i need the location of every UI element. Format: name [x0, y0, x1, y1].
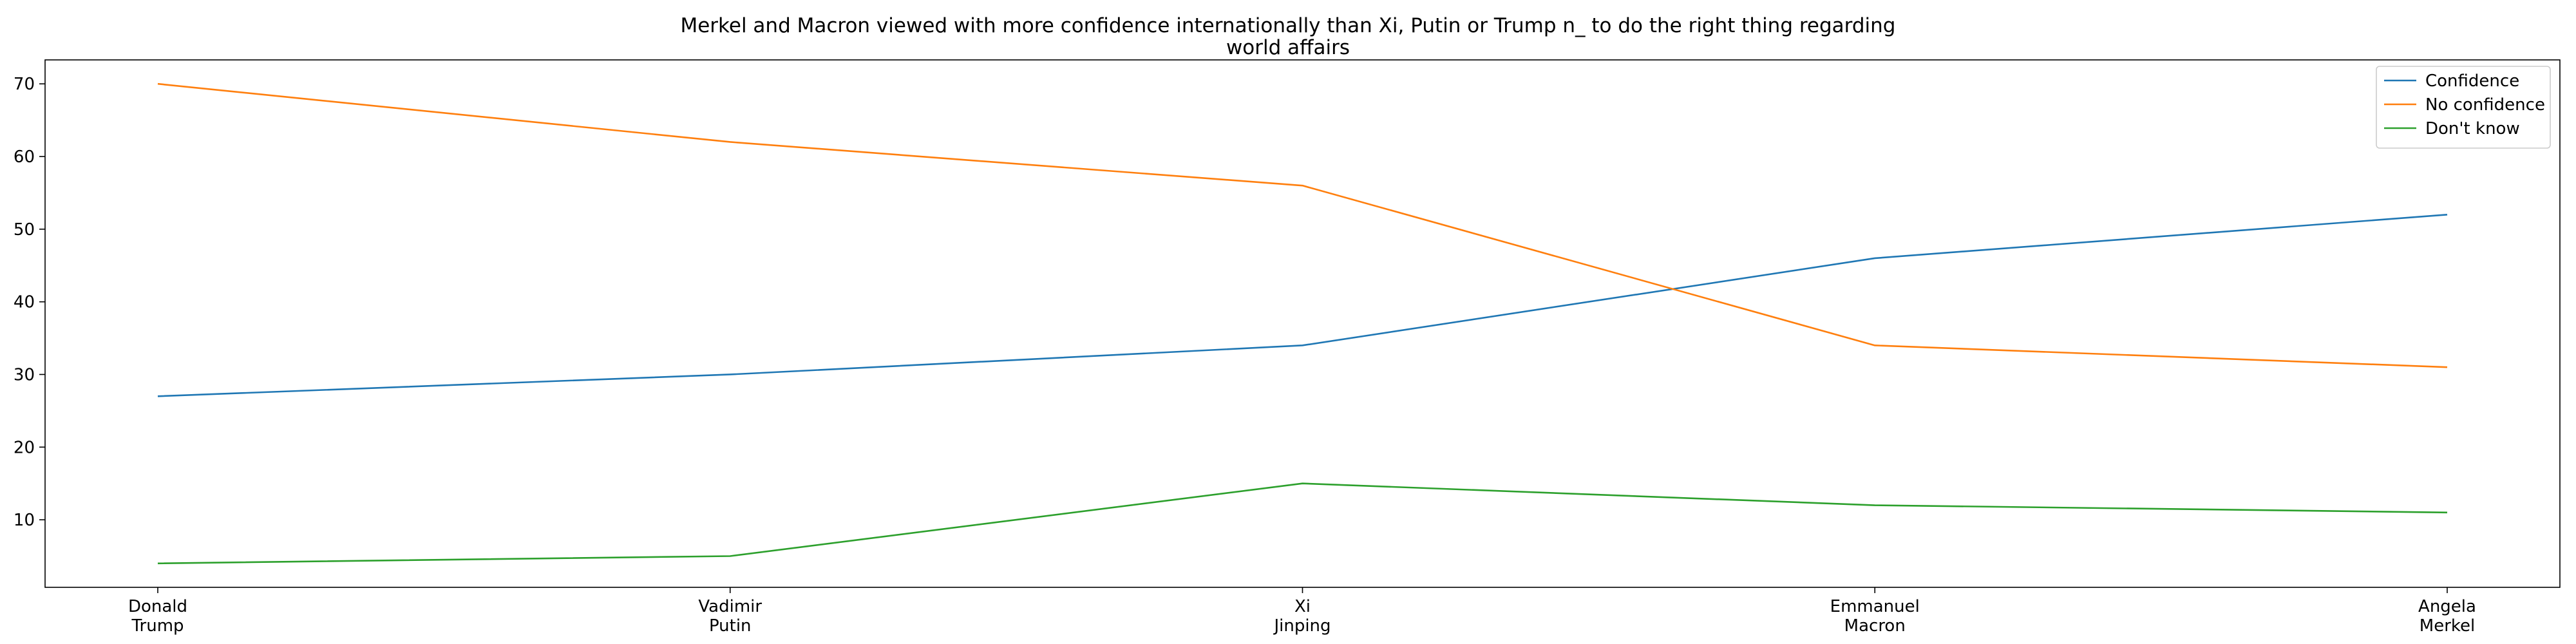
y-tick-label: 40 [14, 293, 35, 312]
x-tick-label: Donald [128, 597, 187, 616]
y-tick-label: 10 [14, 511, 35, 530]
x-tick-label: Macron [1844, 616, 1906, 636]
x-tick-label: Merkel [2420, 616, 2475, 636]
y-tick-label: 70 [14, 75, 35, 94]
legend-label: Confidence [2425, 71, 2519, 91]
y-tick-label: 20 [14, 438, 35, 457]
x-tick-label: Jinping [1273, 616, 1331, 636]
legend-label: Don't know [2425, 119, 2520, 138]
x-tick-label: Xi [1294, 597, 1311, 616]
series-line-don-t-know [157, 482, 2448, 565]
series-line-confidence [157, 213, 2448, 397]
axes-frame [44, 59, 2561, 588]
legend-box [2376, 66, 2551, 149]
legend-label: No confidence [2425, 95, 2545, 115]
chart-title-line-1: Merkel and Macron viewed with more confi… [680, 14, 1895, 37]
x-tick-label: Angela [2418, 597, 2476, 616]
x-tick-label: Vadimir [698, 597, 762, 616]
y-tick-label: 30 [14, 365, 35, 384]
chart-title-line-2: world affairs [1226, 36, 1350, 59]
series-line-no-confidence [157, 82, 2448, 368]
y-tick-label: 60 [14, 147, 35, 167]
x-tick-label: Putin [709, 616, 752, 636]
y-tick-label: 50 [14, 220, 35, 240]
x-tick-label: Emmanuel [1830, 597, 1920, 616]
x-tick-label: Trump [131, 616, 184, 636]
